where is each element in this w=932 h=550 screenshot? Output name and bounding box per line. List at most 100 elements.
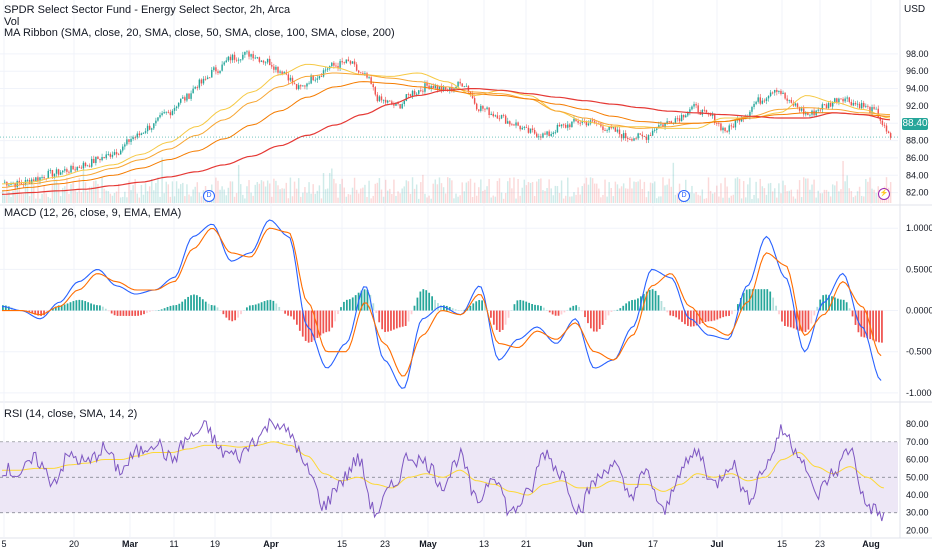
macd-histogram-bar [131, 310, 134, 316]
x-tick-label: 19 [210, 539, 220, 549]
candle-body [455, 86, 457, 89]
volume-bar [283, 188, 285, 203]
macd-histogram-bar [831, 296, 833, 311]
candle-body [59, 172, 62, 175]
volume-bar [124, 191, 126, 203]
macd-histogram-bar [246, 307, 248, 311]
volume-bar [552, 195, 555, 203]
dividend-mark-2[interactable]: D [678, 190, 690, 202]
volume-legend[interactable]: Vol [4, 16, 20, 28]
candle-body [765, 98, 768, 101]
candle-body [831, 102, 834, 107]
x-tick-label: Mar [122, 539, 139, 549]
macd-histogram-bar [219, 310, 222, 312]
macd-histogram-bar [507, 310, 510, 318]
macd-histogram-bar [143, 310, 145, 315]
volume-bar [711, 193, 714, 203]
macd-histogram-bar [101, 306, 104, 311]
volume-bar [310, 193, 312, 203]
symbol-legend[interactable]: SPDR Select Sector Fund - Energy Select … [4, 4, 291, 16]
macd-histogram-bar [60, 305, 63, 311]
candle-body [37, 177, 39, 182]
candle-body [130, 138, 132, 142]
candle-body [39, 177, 41, 182]
volume-bar [343, 187, 345, 203]
candle-body [647, 135, 650, 140]
candle-body [233, 54, 236, 60]
candle-body [889, 133, 892, 138]
currency-label[interactable]: USD [904, 4, 926, 15]
macd-histogram-bar [810, 310, 813, 324]
price-pane[interactable] [0, 49, 898, 203]
candle-body [531, 128, 534, 130]
macd-histogram-bar [763, 289, 766, 311]
volume-bar [511, 188, 513, 203]
candle-body [550, 134, 552, 136]
volume-bar [331, 168, 333, 203]
candle-body [709, 114, 712, 116]
candle-body [223, 62, 225, 65]
volume-bar [581, 186, 583, 203]
rsi-tick-label: 20.00 [906, 525, 929, 535]
volume-bar [451, 180, 453, 203]
ma-line-4 [1, 88, 891, 195]
volume-bar [734, 178, 737, 203]
macd-pane[interactable] [1, 219, 883, 389]
volume-bar [430, 198, 432, 203]
macd-histogram-bar [51, 308, 54, 311]
candle-body [564, 124, 567, 128]
macd-histogram-bar [684, 310, 686, 325]
candle-body [62, 170, 64, 173]
candle-body [478, 109, 480, 111]
candle-body [670, 121, 672, 124]
volume-bar [699, 195, 701, 203]
macd-histogram-bar [154, 310, 157, 312]
candle-body [883, 124, 886, 126]
macd-histogram-bar [504, 310, 507, 325]
macd-legend[interactable]: MACD (12, 26, close, 9, EMA, EMA) [4, 207, 182, 219]
candle-body [475, 103, 478, 110]
volume-bar [86, 191, 89, 203]
candle-body [415, 93, 418, 95]
volume-bar [391, 194, 393, 203]
dividend-mark-1[interactable]: D [203, 190, 215, 202]
candle-body [587, 123, 590, 126]
candle-body [237, 59, 240, 61]
macd-histogram-bar [554, 310, 557, 316]
price-tick-label: 98.00 [906, 49, 929, 59]
volume-bar [16, 178, 18, 203]
macd-histogram-bar [404, 310, 407, 326]
macd-histogram-bar [140, 310, 142, 316]
earnings-mark[interactable]: ⚡ [878, 188, 890, 200]
volume-bar [275, 180, 277, 203]
volume-bar [604, 179, 606, 203]
macd-histogram-bar [819, 299, 822, 311]
volume-bar [629, 177, 631, 203]
macd-histogram-bar [460, 310, 463, 312]
macd-histogram-bar [492, 310, 495, 325]
candle-body [780, 90, 782, 94]
volume-bar [670, 186, 672, 203]
rsi-legend[interactable]: RSI (14, close, SMA, 14, 2) [4, 408, 138, 420]
volume-bar [591, 178, 594, 203]
volume-bar [142, 194, 145, 203]
volume-bar [182, 182, 184, 203]
macd-histogram-bar [669, 310, 672, 316]
macd-histogram-bar [175, 305, 178, 311]
macd-histogram-bar [725, 310, 728, 317]
candle-body [159, 115, 161, 118]
macd-histogram-bar [40, 310, 42, 316]
volume-bar [850, 191, 853, 203]
candle-body [449, 87, 451, 92]
volume-bar [188, 194, 190, 203]
rsi-pane[interactable] [0, 417, 898, 522]
volume-bar [546, 187, 548, 203]
macd-histogram-bar [681, 310, 683, 322]
candle-body [146, 125, 149, 132]
candle-body [43, 177, 45, 179]
volume-bar [486, 186, 488, 203]
ma-ribbon-legend[interactable]: MA Ribbon (SMA, close, 20, SMA, close, 5… [4, 27, 395, 39]
candle-body [358, 70, 360, 73]
candle-body [786, 98, 788, 101]
